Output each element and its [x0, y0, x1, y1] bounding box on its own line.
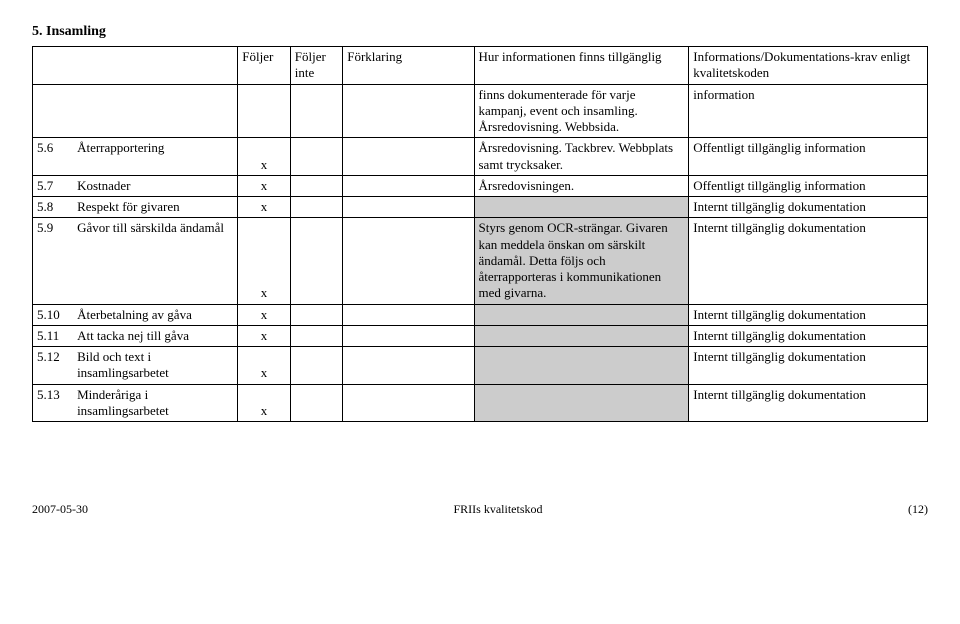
row-num [33, 84, 74, 138]
table-row: 5.7Kostnaderx Årsredovisningen.Offentlig… [33, 175, 928, 196]
row-label: Gåvor till särskilda ändamål [73, 218, 238, 304]
row-foljer-inte [290, 175, 343, 196]
row-label: Bild och text i insamlingsarbetet [73, 347, 238, 385]
row-num: 5.6 [33, 138, 74, 176]
row-krav: information [689, 84, 928, 138]
header-foljer: Följer [238, 47, 291, 85]
table-row: 5.8Respekt för givarenx Internt tillgängl… [33, 197, 928, 218]
table-row: finns dokumenterade för varje kampanj, e… [33, 84, 928, 138]
row-label: Kostnader [73, 175, 238, 196]
row-forklaring [343, 304, 474, 325]
row-label: Respekt för givaren [73, 197, 238, 218]
row-krav: Internt tillgänglig dokumentation [689, 325, 928, 346]
row-foljer: x [238, 218, 291, 304]
header-krav: Informations/Dokumentations-krav enligt … [689, 47, 928, 85]
footer-title: FRIIs kvalitetskod [454, 502, 543, 517]
header-forklaring: Förklaring [343, 47, 474, 85]
row-foljer: x [238, 175, 291, 196]
row-foljer: x [238, 384, 291, 422]
row-num: 5.9 [33, 218, 74, 304]
row-forklaring [343, 325, 474, 346]
row-label: Att tacka nej till gåva [73, 325, 238, 346]
row-label [73, 84, 238, 138]
row-foljer: x [238, 197, 291, 218]
row-foljer: x [238, 325, 291, 346]
row-hur: finns dokumenterade för varje kampanj, e… [474, 84, 689, 138]
row-forklaring [343, 218, 474, 304]
row-hur: Årsredovisning. Tackbrev. Webbplats samt… [474, 138, 689, 176]
row-label: Återrapportering [73, 138, 238, 176]
row-num: 5.12 [33, 347, 74, 385]
header-foljer-inte: Följer inte [290, 47, 343, 85]
row-krav: Internt tillgänglig dokumentation [689, 347, 928, 385]
table-row: 5.11Att tacka nej till gåvax Internt till… [33, 325, 928, 346]
row-foljer: x [238, 304, 291, 325]
row-foljer-inte [290, 325, 343, 346]
header-blank1 [33, 47, 74, 85]
row-hur [474, 384, 689, 422]
table-row: 5.6Återrapporteringx Årsredovisning. Tack… [33, 138, 928, 176]
row-foljer-inte [290, 384, 343, 422]
row-forklaring [343, 347, 474, 385]
row-label: Återbetalning av gåva [73, 304, 238, 325]
row-num: 5.11 [33, 325, 74, 346]
main-table: Följer Följer inte Förklaring Hur inform… [32, 46, 928, 422]
row-krav: Offentligt tillgänglig information [689, 138, 928, 176]
row-hur: Årsredovisningen. [474, 175, 689, 196]
table-row: 5.10Återbetalning av gåvax Internt tillgä… [33, 304, 928, 325]
row-hur [474, 304, 689, 325]
section-title: 5. Insamling [32, 24, 928, 40]
row-hur: Styrs genom OCR-strängar. Givaren kan me… [474, 218, 689, 304]
row-num: 5.10 [33, 304, 74, 325]
row-forklaring [343, 175, 474, 196]
footer-page: (12) [908, 502, 928, 517]
row-foljer-inte [290, 218, 343, 304]
header-hur: Hur informationen finns tillgänglig [474, 47, 689, 85]
row-foljer-inte [290, 304, 343, 325]
row-num: 5.13 [33, 384, 74, 422]
row-hur [474, 347, 689, 385]
row-foljer-inte [290, 138, 343, 176]
footer-date: 2007-05-30 [32, 502, 88, 517]
row-hur [474, 197, 689, 218]
row-krav: Offentligt tillgänglig information [689, 175, 928, 196]
row-foljer-inte [290, 84, 343, 138]
row-foljer [238, 84, 291, 138]
row-foljer-inte [290, 197, 343, 218]
row-foljer: x [238, 347, 291, 385]
table-row: 5.13Minderåriga i insamlingsarbetetx Inte… [33, 384, 928, 422]
row-krav: Internt tillgänglig dokumentation [689, 218, 928, 304]
row-forklaring [343, 384, 474, 422]
page-footer: 2007-05-30 FRIIs kvalitetskod (12) [32, 502, 928, 517]
row-foljer-inte [290, 347, 343, 385]
row-foljer: x [238, 138, 291, 176]
row-krav: Internt tillgänglig dokumentation [689, 384, 928, 422]
row-forklaring [343, 138, 474, 176]
row-krav: Internt tillgänglig dokumentation [689, 304, 928, 325]
row-krav: Internt tillgänglig dokumentation [689, 197, 928, 218]
row-forklaring [343, 84, 474, 138]
row-hur [474, 325, 689, 346]
header-blank2 [73, 47, 238, 85]
table-row: 5.12Bild och text i insamlingsarbetetx In… [33, 347, 928, 385]
row-num: 5.7 [33, 175, 74, 196]
row-forklaring [343, 197, 474, 218]
table-header-row: Följer Följer inte Förklaring Hur inform… [33, 47, 928, 85]
table-row: 5.9Gåvor till särskilda ändamålx Styrs g… [33, 218, 928, 304]
row-label: Minderåriga i insamlingsarbetet [73, 384, 238, 422]
row-num: 5.8 [33, 197, 74, 218]
